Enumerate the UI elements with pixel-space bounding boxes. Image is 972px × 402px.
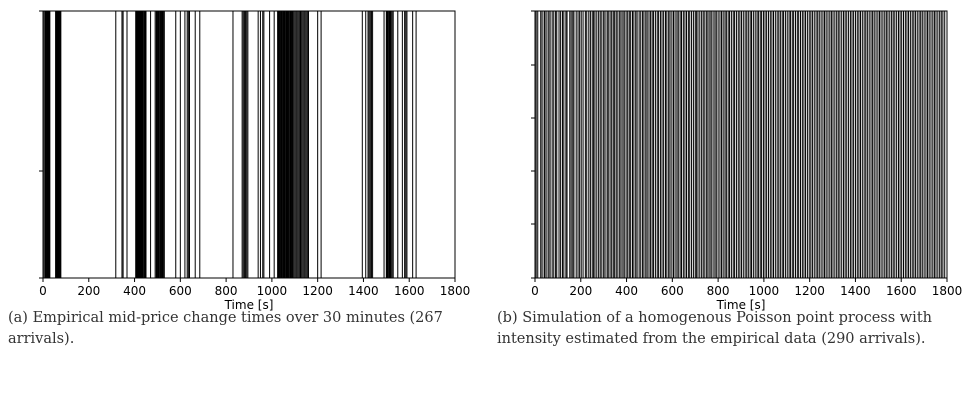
x-tick-label: 600 bbox=[661, 284, 684, 298]
x-tick-label: 200 bbox=[569, 284, 592, 298]
panel-a-chart: 0 200 400 600 800 1000 1200 1400 1600 1800 Time [… bbox=[39, 10, 471, 312]
panel-a-frame bbox=[42, 10, 456, 279]
panel-b-x-axis-label: Time [s] bbox=[716, 298, 766, 312]
x-tick-label: 1600 bbox=[886, 284, 917, 298]
x-tick-label: 1200 bbox=[302, 284, 333, 298]
x-tick-label: 800 bbox=[215, 284, 238, 298]
panel-a-events bbox=[43, 11, 417, 278]
x-tick-label: 400 bbox=[123, 284, 146, 298]
x-tick-label: 0 bbox=[531, 284, 539, 298]
panel-b-chart: 0 200 400 600 800 1000 1200 1400 1600 1800 Time [… bbox=[531, 10, 963, 312]
x-tick-label: 1800 bbox=[932, 284, 963, 298]
panel-a-x-axis-label: Time [s] bbox=[224, 298, 274, 312]
x-tick-label: 200 bbox=[77, 284, 100, 298]
panel-b-events bbox=[535, 11, 946, 278]
x-tick-label: 1600 bbox=[394, 284, 425, 298]
x-tick-label: 1200 bbox=[794, 284, 825, 298]
panel-b-caption: (b) Simulation of a homogenous Poisson p… bbox=[497, 310, 932, 347]
x-tick-label: 1400 bbox=[840, 284, 871, 298]
x-tick-label: 1000 bbox=[749, 284, 780, 298]
x-tick-label: 400 bbox=[615, 284, 638, 298]
x-tick-label: 1400 bbox=[348, 284, 379, 298]
x-tick-label: 1800 bbox=[440, 284, 471, 298]
x-tick-label: 1000 bbox=[257, 284, 288, 298]
x-tick-label: 0 bbox=[39, 284, 47, 298]
x-tick-label: 800 bbox=[707, 284, 730, 298]
x-tick-label: 600 bbox=[169, 284, 192, 298]
panel-b-x-axis: 0 200 400 600 800 1000 1200 1400 1600 1800 bbox=[531, 10, 963, 298]
panel-a-x-axis: 0 200 400 600 800 1000 1200 1400 1600 1800 bbox=[39, 10, 471, 298]
panel-a-caption: (a) Empirical mid-price change times ove… bbox=[8, 310, 443, 347]
